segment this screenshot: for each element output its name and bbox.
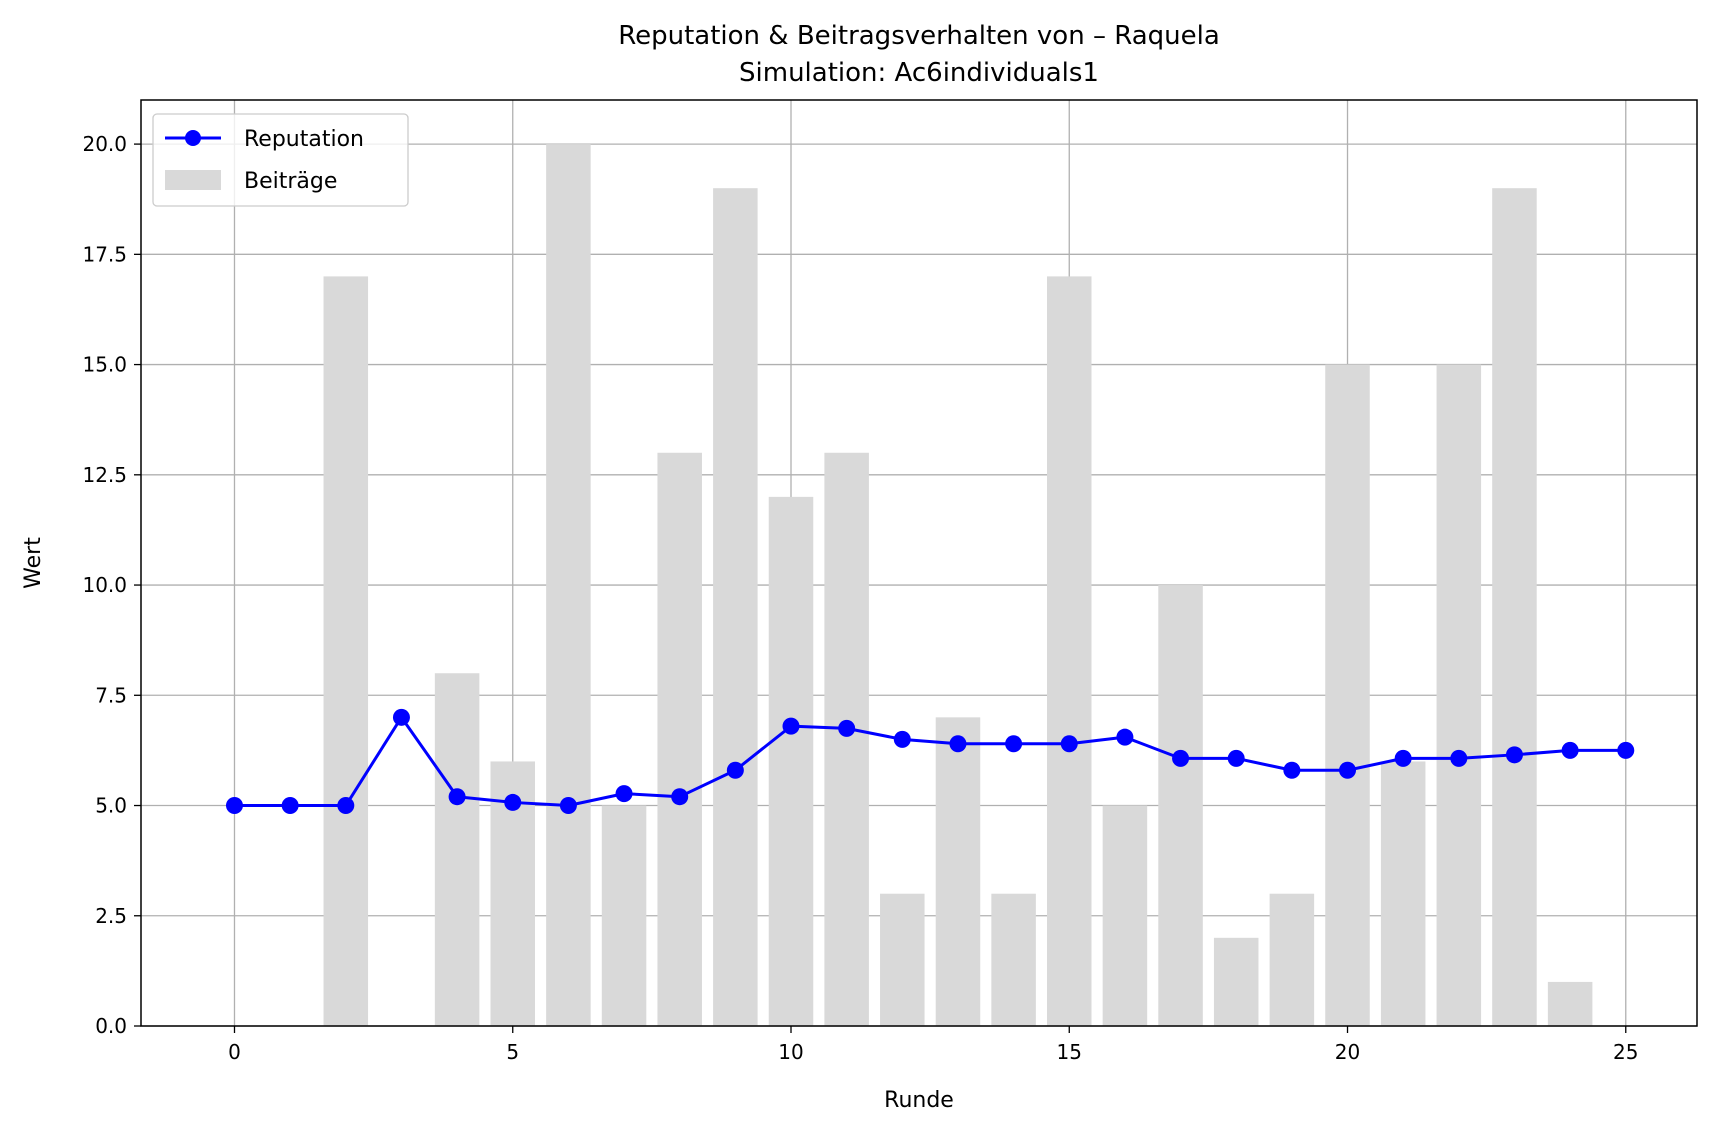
reputation-point <box>838 719 856 737</box>
bar <box>1046 276 1092 1026</box>
bar <box>657 452 702 1026</box>
reputation-point <box>1505 746 1523 764</box>
x-tick-label: 20 <box>1335 1040 1360 1064</box>
y-tick-label: 7.5 <box>95 683 127 707</box>
bar <box>824 452 869 1026</box>
y-tick-label: 2.5 <box>95 904 127 928</box>
chart-subtitle: Simulation: Ac6individuals1 <box>739 58 1099 88</box>
bar <box>935 717 981 1026</box>
reputation-point <box>1339 761 1357 779</box>
y-axis-label: Wert <box>21 537 46 589</box>
reputation-point <box>337 797 355 815</box>
bar <box>1325 364 1370 1027</box>
reputation-point <box>615 785 633 803</box>
x-tick-label: 5 <box>506 1040 519 1064</box>
axis-ticks: 0 5 10 15 20 25 0.0 2.5 5.0 7.5 10.0 12.5 15.0 17.5 20… <box>82 132 1638 1064</box>
bar <box>1380 761 1426 1026</box>
legend-reputation-marker <box>185 130 201 146</box>
bar <box>1213 937 1259 1026</box>
reputation-point <box>225 797 243 815</box>
bar <box>880 893 925 1026</box>
bar <box>1492 188 1537 1026</box>
bar <box>1269 893 1315 1026</box>
bar <box>546 144 591 1027</box>
reputation-point <box>1172 749 1190 767</box>
bar <box>1436 364 1482 1027</box>
x-tick-label: 15 <box>1057 1040 1082 1064</box>
reputation-point <box>782 717 800 735</box>
legend: Reputation Beiträge <box>152 113 409 207</box>
x-tick-label: 10 <box>778 1040 803 1064</box>
x-axis-label: Runde <box>884 1088 954 1113</box>
legend-beitraege-swatch <box>165 170 221 190</box>
reputation-point <box>392 708 410 726</box>
legend-reputation-label: Reputation <box>244 127 364 152</box>
bar <box>1102 805 1148 1026</box>
reputation-point <box>1561 741 1579 759</box>
reputation-point <box>1283 761 1301 779</box>
reputation-point <box>893 730 911 748</box>
y-tick-label: 20.0 <box>82 132 127 156</box>
y-tick-label: 15.0 <box>82 353 127 377</box>
reputation-point <box>1116 728 1134 746</box>
reputation-point <box>671 788 689 806</box>
reputation-point <box>504 793 522 811</box>
y-tick-label: 12.5 <box>82 463 127 487</box>
reputation-point <box>448 788 466 806</box>
line-series-reputation <box>225 708 1635 815</box>
y-tick-label: 17.5 <box>82 242 127 266</box>
x-tick-label: 0 <box>228 1040 241 1064</box>
bar <box>713 188 758 1026</box>
reputation-point <box>1394 749 1412 767</box>
bar <box>434 673 480 1026</box>
chart-title: Reputation & Beitragsverhalten von – Raq… <box>618 21 1220 51</box>
reputation-point <box>1227 749 1245 767</box>
bar <box>1547 981 1593 1026</box>
bar <box>601 805 647 1026</box>
bar <box>768 496 814 1026</box>
bar <box>323 276 369 1026</box>
x-tick-label: 25 <box>1613 1040 1638 1064</box>
y-tick-label: 10.0 <box>82 573 127 597</box>
bar-series-beitraege <box>323 144 1593 1027</box>
reputation-point <box>1060 735 1078 753</box>
reputation-point <box>1617 741 1635 759</box>
reputation-point <box>559 797 577 815</box>
plot-area-frame <box>140 99 1698 1027</box>
reputation-point <box>726 761 744 779</box>
reputation-line <box>234 715 1626 808</box>
bar <box>991 893 1036 1026</box>
reputation-point <box>1450 749 1468 767</box>
legend-beitraege-label: Beiträge <box>244 169 337 194</box>
reputation-point <box>949 735 967 753</box>
bar <box>1158 585 1203 1026</box>
y-tick-label: 0.0 <box>95 1014 127 1038</box>
reputation-point <box>1005 735 1023 753</box>
reputation-point <box>281 797 299 815</box>
y-tick-label: 5.0 <box>95 794 127 818</box>
